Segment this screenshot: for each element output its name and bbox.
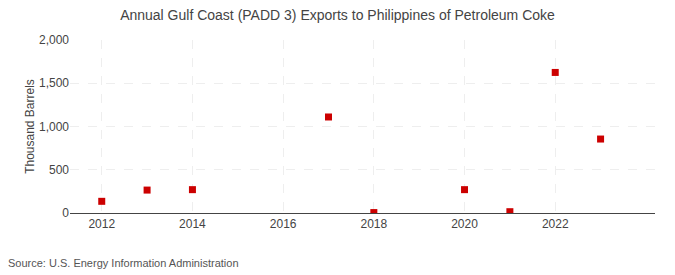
- svg-text:2018: 2018: [360, 217, 387, 231]
- svg-text:500: 500: [49, 163, 69, 177]
- svg-text:Thousand Barrels: Thousand Barrels: [23, 79, 37, 174]
- svg-text:2022: 2022: [542, 217, 569, 231]
- svg-text:1,000: 1,000: [39, 120, 69, 134]
- svg-text:2020: 2020: [451, 217, 478, 231]
- svg-text:Annual Gulf Coast (PADD 3) Exp: Annual Gulf Coast (PADD 3) Exports to Ph…: [120, 7, 555, 23]
- svg-text:2012: 2012: [88, 217, 115, 231]
- svg-text:1,500: 1,500: [39, 76, 69, 90]
- svg-text:0: 0: [62, 206, 69, 220]
- svg-text:2016: 2016: [270, 217, 297, 231]
- svg-text:Source: U.S. Energy Informatio: Source: U.S. Energy Information Administ…: [8, 257, 239, 269]
- svg-text:2,000: 2,000: [39, 33, 69, 47]
- svg-text:2014: 2014: [179, 217, 206, 231]
